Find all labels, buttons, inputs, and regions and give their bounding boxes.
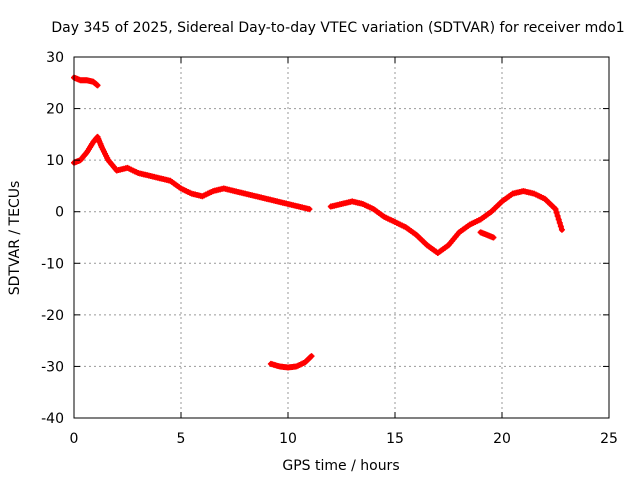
grid-lines	[74, 57, 609, 418]
chart-title: Day 345 of 2025, Sidereal Day-to-day VTE…	[51, 20, 624, 36]
y-tick-label: 0	[55, 205, 64, 221]
y-tick-label: -40	[41, 411, 64, 427]
data-point	[556, 219, 563, 226]
data-point	[558, 226, 565, 233]
tick-labels: 0 5 10 15 20 25 30 20 10 0 -10 -20 -30 -40	[41, 50, 618, 447]
x-tick-label: 10	[279, 431, 297, 447]
y-tick-label: -30	[41, 359, 64, 375]
series-segment-early	[71, 74, 101, 89]
data-point	[94, 82, 101, 89]
data-point	[490, 234, 497, 241]
data-point	[308, 353, 315, 360]
y-tick-label: 30	[46, 50, 64, 66]
data-point	[307, 354, 314, 361]
series-segment-late	[327, 188, 565, 256]
y-tick-label: -10	[41, 256, 64, 272]
x-tick-label: 0	[70, 431, 79, 447]
data-point	[306, 206, 313, 213]
x-tick-label: 5	[177, 431, 186, 447]
x-tick-label: 25	[600, 431, 618, 447]
data-points	[71, 74, 565, 371]
tick-marks	[73, 56, 610, 419]
data-point	[552, 206, 559, 213]
data-point	[555, 216, 562, 223]
y-axis-label: SDTVAR / TECUs	[7, 181, 23, 296]
x-axis-label: GPS time / hours	[282, 458, 399, 474]
plot-frame	[73, 56, 610, 419]
x-tick-label: 20	[493, 431, 511, 447]
data-point	[554, 213, 561, 220]
y-tick-label: 10	[46, 153, 64, 169]
series-segment-dip	[267, 353, 315, 371]
y-tick-label: -20	[41, 308, 64, 324]
y-tick-label: 20	[46, 102, 64, 118]
x-tick-label: 15	[386, 431, 404, 447]
data-point	[557, 223, 564, 230]
series-segment-short	[477, 229, 497, 241]
series-segment-main	[71, 133, 313, 213]
data-point	[553, 209, 560, 216]
